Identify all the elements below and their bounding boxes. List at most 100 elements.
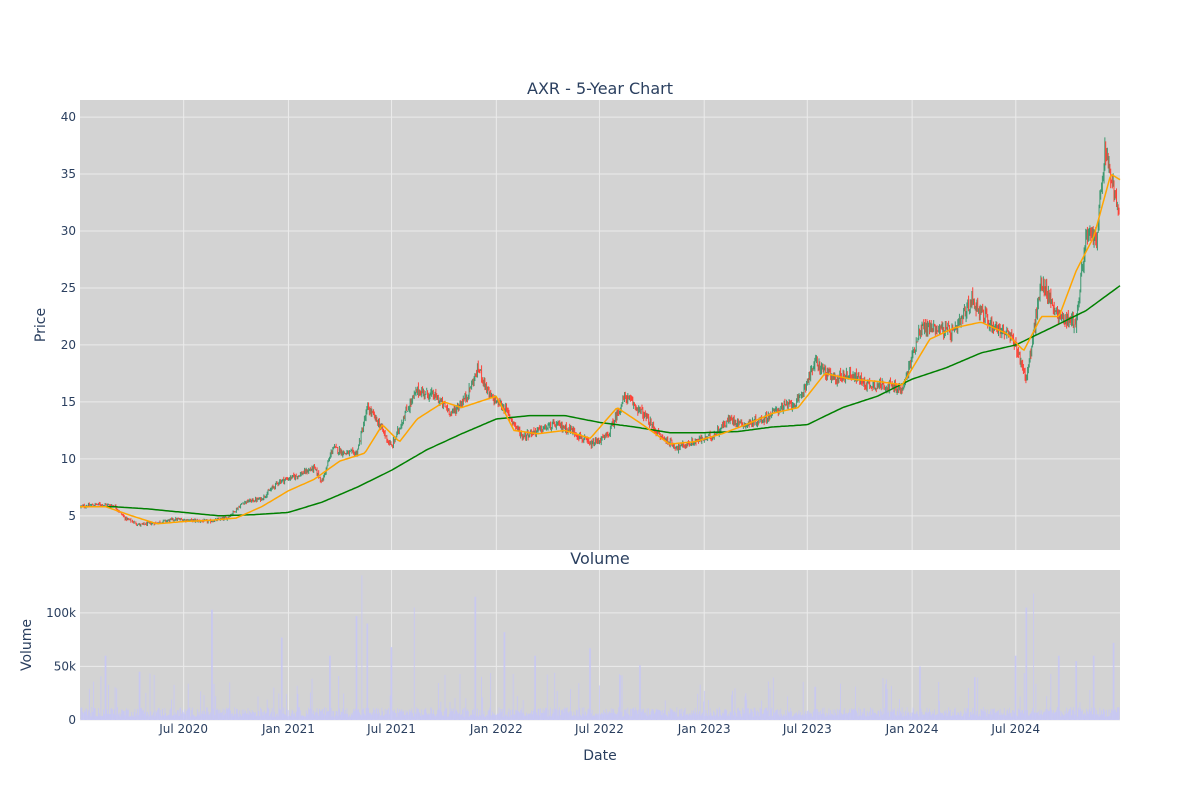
volume-bar bbox=[778, 710, 780, 720]
price-y-tick-label: 40 bbox=[61, 110, 76, 124]
volume-bar bbox=[305, 710, 307, 720]
volume-bar bbox=[1100, 714, 1102, 720]
volume-bar bbox=[275, 714, 277, 720]
volume-bar bbox=[189, 707, 191, 720]
volume-bar bbox=[551, 713, 553, 720]
volume-bar bbox=[868, 715, 870, 720]
volume-bar bbox=[357, 710, 359, 720]
volume-bar bbox=[1021, 710, 1023, 720]
volume-bar bbox=[892, 709, 894, 720]
volume-bar bbox=[410, 710, 412, 720]
volume-bar bbox=[211, 609, 212, 720]
volume-bar bbox=[363, 713, 365, 720]
volume-bar bbox=[676, 707, 678, 720]
volume-bar bbox=[174, 714, 176, 720]
volume-bar bbox=[417, 708, 418, 720]
volume-bar bbox=[822, 713, 824, 720]
volume-bar bbox=[498, 707, 500, 720]
volume-bar bbox=[939, 712, 941, 720]
volume-bar bbox=[814, 686, 816, 720]
volume-bar bbox=[162, 708, 163, 720]
volume-bar bbox=[973, 713, 974, 720]
volume-bar bbox=[741, 716, 743, 720]
volume-bar bbox=[391, 647, 393, 720]
volume-bar bbox=[86, 709, 88, 720]
volume-bar bbox=[180, 707, 182, 720]
volume-bar bbox=[348, 716, 350, 720]
volume-bar bbox=[733, 710, 735, 720]
volume-bar bbox=[986, 716, 988, 720]
volume-bar bbox=[139, 671, 141, 720]
x-tick-label: Jul 2020 bbox=[158, 722, 208, 736]
volume-bar bbox=[792, 715, 794, 720]
volume-bar bbox=[514, 714, 516, 720]
volume-bar bbox=[711, 715, 713, 720]
volume-bar bbox=[534, 655, 536, 720]
volume-bar bbox=[342, 708, 344, 720]
volume-bar bbox=[806, 713, 807, 720]
volume-bar bbox=[256, 715, 258, 720]
volume-bar bbox=[206, 707, 207, 720]
volume-bar bbox=[713, 710, 714, 720]
volume-bar bbox=[841, 713, 842, 720]
volume-bar bbox=[319, 710, 321, 720]
volume-bar bbox=[503, 632, 505, 720]
volume-bar bbox=[561, 710, 563, 720]
volume-bar bbox=[721, 715, 723, 720]
volume-bar bbox=[1078, 709, 1080, 720]
volume-bar bbox=[894, 708, 896, 720]
volume-bar bbox=[98, 708, 99, 720]
volume-bar bbox=[951, 715, 953, 720]
volume-bar bbox=[557, 715, 559, 720]
volume-bar bbox=[509, 716, 511, 720]
volume-bar bbox=[422, 714, 423, 720]
volume-bar bbox=[562, 708, 564, 720]
volume-bar bbox=[926, 707, 928, 720]
price-y-tick-label: 5 bbox=[68, 509, 76, 523]
volume-bar bbox=[568, 713, 570, 720]
volume-bar bbox=[785, 710, 787, 720]
volume-bar bbox=[1085, 715, 1087, 720]
volume-bar bbox=[519, 713, 521, 720]
volume-bar bbox=[869, 711, 871, 720]
volume-bar bbox=[269, 715, 271, 720]
volume-bar bbox=[349, 715, 350, 720]
volume-bar bbox=[482, 697, 483, 720]
volume-bar bbox=[933, 713, 935, 720]
volume-bar bbox=[1111, 709, 1112, 720]
volume-bar bbox=[628, 714, 630, 720]
volume-bar bbox=[645, 714, 647, 720]
volume-bar bbox=[802, 681, 804, 720]
volume-bar bbox=[221, 712, 222, 720]
volume-bar bbox=[723, 710, 725, 720]
volume-bar bbox=[354, 708, 356, 720]
volume-bar bbox=[1051, 709, 1053, 720]
volume-bar bbox=[761, 700, 763, 720]
volume-bar bbox=[895, 714, 896, 720]
volume-bar bbox=[763, 709, 765, 720]
volume-bar bbox=[208, 715, 210, 720]
volume-bar bbox=[950, 716, 952, 720]
volume-bar bbox=[1009, 713, 1011, 720]
volume-bar bbox=[617, 712, 619, 720]
volume-bar bbox=[691, 710, 693, 720]
volume-bar bbox=[766, 707, 768, 720]
volume-bar bbox=[560, 709, 562, 720]
volume-bar bbox=[573, 711, 575, 720]
volume-bar bbox=[382, 711, 384, 720]
volume-bar bbox=[259, 715, 261, 720]
volume-bar bbox=[500, 708, 502, 720]
volume-bar bbox=[944, 710, 945, 720]
x-tick-label: Jan 2023 bbox=[677, 722, 731, 736]
volume-bar bbox=[353, 708, 354, 720]
volume-bar bbox=[164, 708, 166, 720]
volume-bar bbox=[608, 713, 610, 720]
volume-bar bbox=[125, 710, 127, 720]
volume-bar bbox=[95, 716, 97, 720]
volume-bar bbox=[992, 708, 994, 720]
volume-bar bbox=[101, 716, 103, 720]
volume-bar bbox=[860, 715, 862, 720]
volume-bar bbox=[680, 713, 682, 720]
volume-bar bbox=[1108, 709, 1110, 720]
volume-bar bbox=[253, 711, 255, 720]
